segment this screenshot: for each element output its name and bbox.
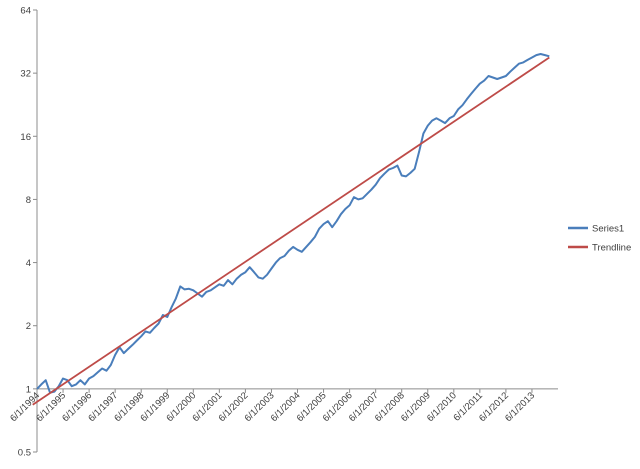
y-tick-label: 16	[20, 132, 31, 143]
series-line-trendline	[32, 56, 550, 406]
y-tick-label: 8	[26, 195, 31, 206]
x-axis-ticks: 6/1/19946/1/19956/1/19966/1/19976/1/1998…	[8, 388, 537, 424]
y-axis-ticks: 0.5 1 2 4 8 16 32 64	[18, 6, 37, 459]
y-tick-label: 32	[20, 69, 31, 80]
y-tick-label: 4	[26, 258, 31, 269]
series-line-series1	[36, 53, 550, 394]
y-tick-label: 1	[26, 384, 31, 395]
y-tick-label: 0.5	[18, 448, 31, 459]
plot-area	[36, 10, 558, 452]
legend-label-trendline: Trendline	[592, 243, 631, 254]
y-tick-label: 64	[20, 6, 31, 17]
legend: Series1 Trendline	[568, 224, 631, 254]
legend-label-series1: Series1	[592, 224, 624, 235]
y-tick-label: 2	[26, 321, 31, 332]
series-layer	[32, 53, 550, 406]
